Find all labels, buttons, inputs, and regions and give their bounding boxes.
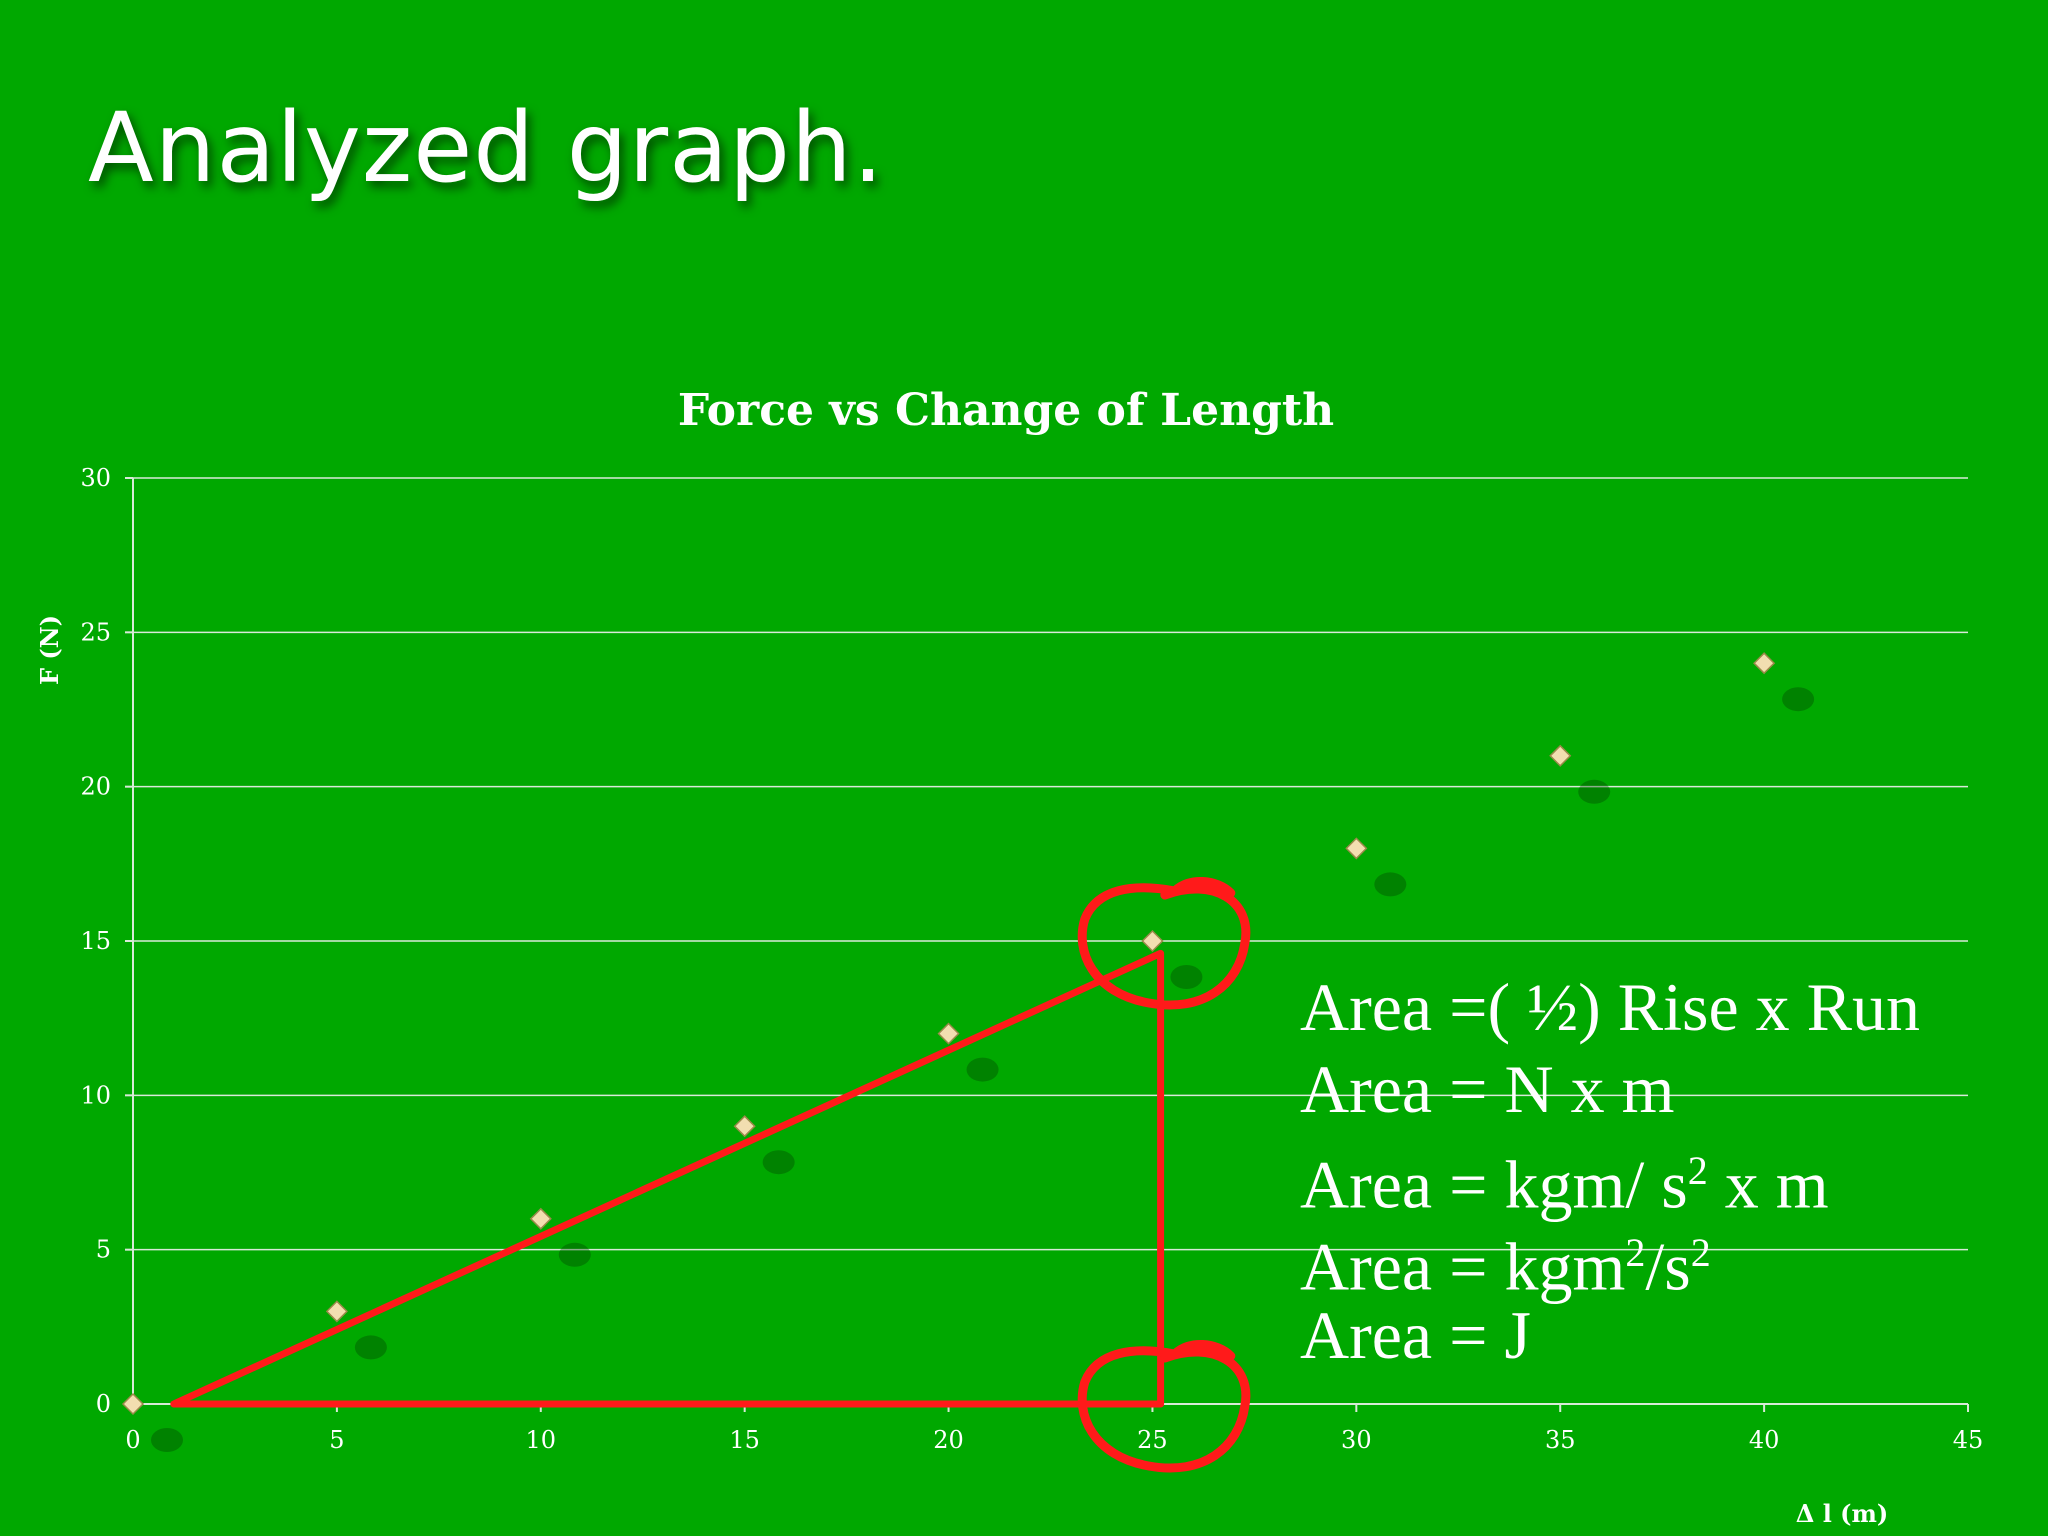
y-tick-label-5: 5 [96, 1236, 111, 1264]
data-points [121, 652, 1815, 1452]
data-point-shadow-6 [1374, 872, 1407, 897]
y-tick-label-0: 0 [96, 1390, 111, 1418]
y-tick-label-10: 10 [80, 1081, 111, 1109]
x-tick-label-40: 40 [1749, 1426, 1780, 1454]
derivation-line-3-exponent: 2 [1687, 1148, 1708, 1193]
slide-title: Analyzed graph. [88, 92, 885, 204]
highlight-circle-0 [1077, 876, 1251, 1010]
x-axis-label: Δ l (m) [1796, 1499, 1889, 1528]
x-tick-label-30: 30 [1341, 1426, 1372, 1454]
derivation-line-2: Area = N x m [1300, 1051, 1675, 1127]
highlight-circle-1 [1077, 1339, 1251, 1473]
data-point-4 [937, 1022, 960, 1045]
data-point-3 [733, 1115, 756, 1138]
red-annotation [170, 876, 1251, 1473]
derivation-line-4: Area = kgm2/s2 [1300, 1212, 1920, 1305]
data-point-shadow-5 [1170, 965, 1203, 989]
area-triangle [170, 949, 1165, 1408]
gridlines [133, 477, 1968, 1251]
derivation-line-3-main: Area = kgm/ s [1300, 1146, 1688, 1223]
derivation-line-1: Area =( ½) Rise x Run [1300, 969, 1921, 1045]
chart-title: Force vs Change of Length [678, 385, 1334, 436]
data-point-6 [1345, 837, 1368, 860]
data-point-shadow-2 [558, 1242, 591, 1267]
x-tick-label-10: 10 [526, 1426, 557, 1454]
y-tick-label-20: 20 [80, 773, 111, 801]
data-point-shadow-0 [151, 1428, 183, 1452]
area-derivation: Area =( ½) Rise x Run Area = N x m Area … [1300, 966, 1920, 1376]
y-tick-label-15: 15 [80, 927, 111, 955]
y-tick-label-25: 25 [80, 618, 111, 646]
derivation-line-5: Area = J [1300, 1297, 1531, 1373]
data-point-2 [529, 1207, 552, 1230]
data-point-shadow-8 [1782, 687, 1815, 712]
x-tick-label-20: 20 [933, 1426, 964, 1454]
derivation-line-4-exponent-2: 2 [1690, 1230, 1711, 1275]
derivation-line-4-main: Area = kgm [1300, 1228, 1626, 1305]
derivation-line-3: Area = kgm/ s2 x m [1300, 1130, 1920, 1223]
data-point-5 [1141, 929, 1164, 953]
x-tick-label-45: 45 [1953, 1426, 1984, 1454]
data-point-shadow-7 [1578, 779, 1611, 804]
x-tick-label-15: 15 [729, 1426, 760, 1454]
x-tick-label-25: 25 [1137, 1426, 1168, 1454]
data-point-shadow-1 [354, 1335, 387, 1360]
data-point-shadow-4 [966, 1057, 999, 1082]
derivation-line-3-tail: x m [1707, 1146, 1829, 1223]
data-point-8 [1753, 652, 1776, 675]
y-tick-label-30: 30 [80, 464, 111, 492]
tick-labels: 0 5 10 15 20 25 30 0 5 10 15 20 25 30 35 40 45 [80, 464, 1983, 1454]
data-point-0 [121, 1392, 145, 1416]
derivation-line-4-exponent-1: 2 [1625, 1230, 1646, 1275]
x-tick-label-5: 5 [329, 1426, 344, 1454]
data-point-1 [325, 1300, 348, 1323]
data-point-shadow-3 [762, 1150, 795, 1175]
x-tick-label-35: 35 [1545, 1426, 1576, 1454]
derivation-line-4-mid: /s [1645, 1228, 1691, 1305]
y-axis-label: F (N) [35, 615, 64, 685]
x-tick-label-0: 0 [125, 1426, 140, 1454]
data-point-7 [1549, 744, 1572, 767]
